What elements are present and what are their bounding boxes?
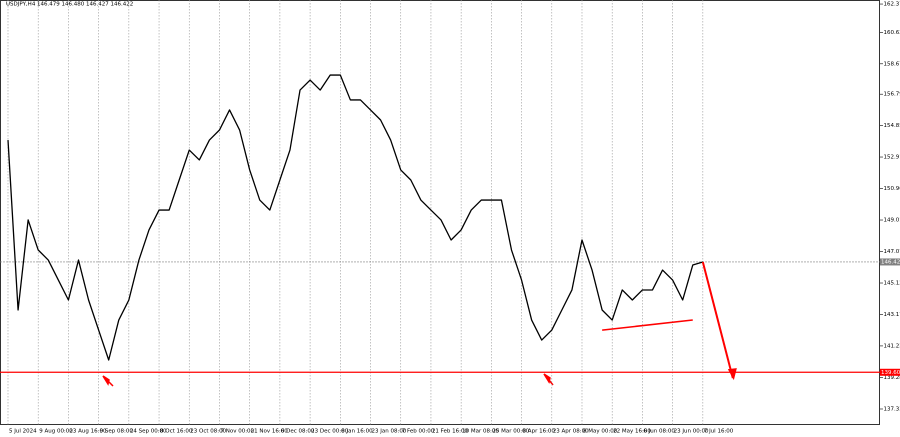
x-tick-label: 6 Jun 08:00: [643, 429, 675, 435]
x-tick-label: 8 Apr 16:00: [523, 429, 556, 435]
x-tick-label: 9 Sep 08:00: [100, 429, 134, 435]
marker-arrow: [543, 373, 554, 386]
price-label-box: [880, 258, 900, 266]
y-tick-label: 156.795: [884, 92, 900, 98]
x-tick-label: 23 Jun 00:00: [674, 429, 709, 435]
x-tick-label: 7 Jul 16:00: [704, 429, 734, 435]
x-tick-label: 9 Aug 00:00: [39, 429, 73, 435]
y-tick-label: 145.120: [884, 281, 900, 287]
x-tick-label: 8 Jan 16:00: [341, 429, 373, 435]
y-tick-label: 143.175: [884, 312, 900, 318]
price-line: [7, 74, 704, 361]
x-tick-label: 6 Dec 08:00: [281, 429, 315, 435]
y-tick-label: 154.850: [884, 123, 900, 129]
price-label-box: [880, 368, 900, 376]
forecast-arrow: [701, 261, 734, 379]
x-tick-label: 8 Oct 16:00: [160, 429, 193, 435]
y-tick-label: 150.965: [884, 186, 900, 192]
y-tick-label: 152.910: [884, 155, 900, 161]
chart-title: USDJPY,H4 146.479 146.480 146.427 146.42…: [6, 2, 133, 8]
x-tick-label: 21 Nov 16:00: [251, 429, 289, 435]
x-tick-label: 8 May 00:00: [583, 429, 618, 435]
trendline: [602, 319, 693, 331]
y-tick-label: 160.620: [884, 30, 900, 36]
x-tick-label: 24 Sep 00:00: [130, 429, 167, 435]
forecast-arrow-head: [727, 368, 737, 381]
x-tick-label: 22 May 16:00: [613, 429, 651, 435]
y-tick-label: 162.370: [884, 2, 900, 8]
x-tick-label: 23 Jan 08:00: [372, 429, 407, 435]
y-tick-label: 141.230: [884, 343, 900, 349]
x-tick-label: 5 Jul 2024: [9, 429, 37, 435]
x-tick-label: 23 Aug 16:00: [69, 429, 107, 435]
y-tick-label: 149.015: [884, 218, 900, 224]
y-tick-label: 137.330: [884, 406, 900, 412]
x-tick-label: 23 Oct 08:00: [190, 429, 226, 435]
marker-arrow: [102, 375, 114, 387]
plot-frame: [0, 0, 880, 425]
x-tick-label: 7 Feb 00:00: [402, 429, 435, 435]
x-tick-label: 25 Mar 00:00: [492, 429, 529, 435]
x-tick-label: 10 Mar 08:00: [462, 429, 499, 435]
price-label: 139.600: [881, 370, 900, 376]
x-tick-label: 21 Feb 16:00: [432, 429, 469, 435]
x-tick-label: 7 Nov 00:00: [220, 429, 254, 435]
y-tick-label: 158.675: [884, 61, 900, 67]
y-tick-label: 147.070: [884, 249, 900, 255]
price-label: 146.422: [881, 259, 900, 265]
x-tick-label: 23 Apr 08:00: [553, 429, 589, 435]
y-tick-label: 139.280: [884, 375, 900, 381]
x-tick-label: 23 Dec 00:00: [311, 429, 348, 435]
